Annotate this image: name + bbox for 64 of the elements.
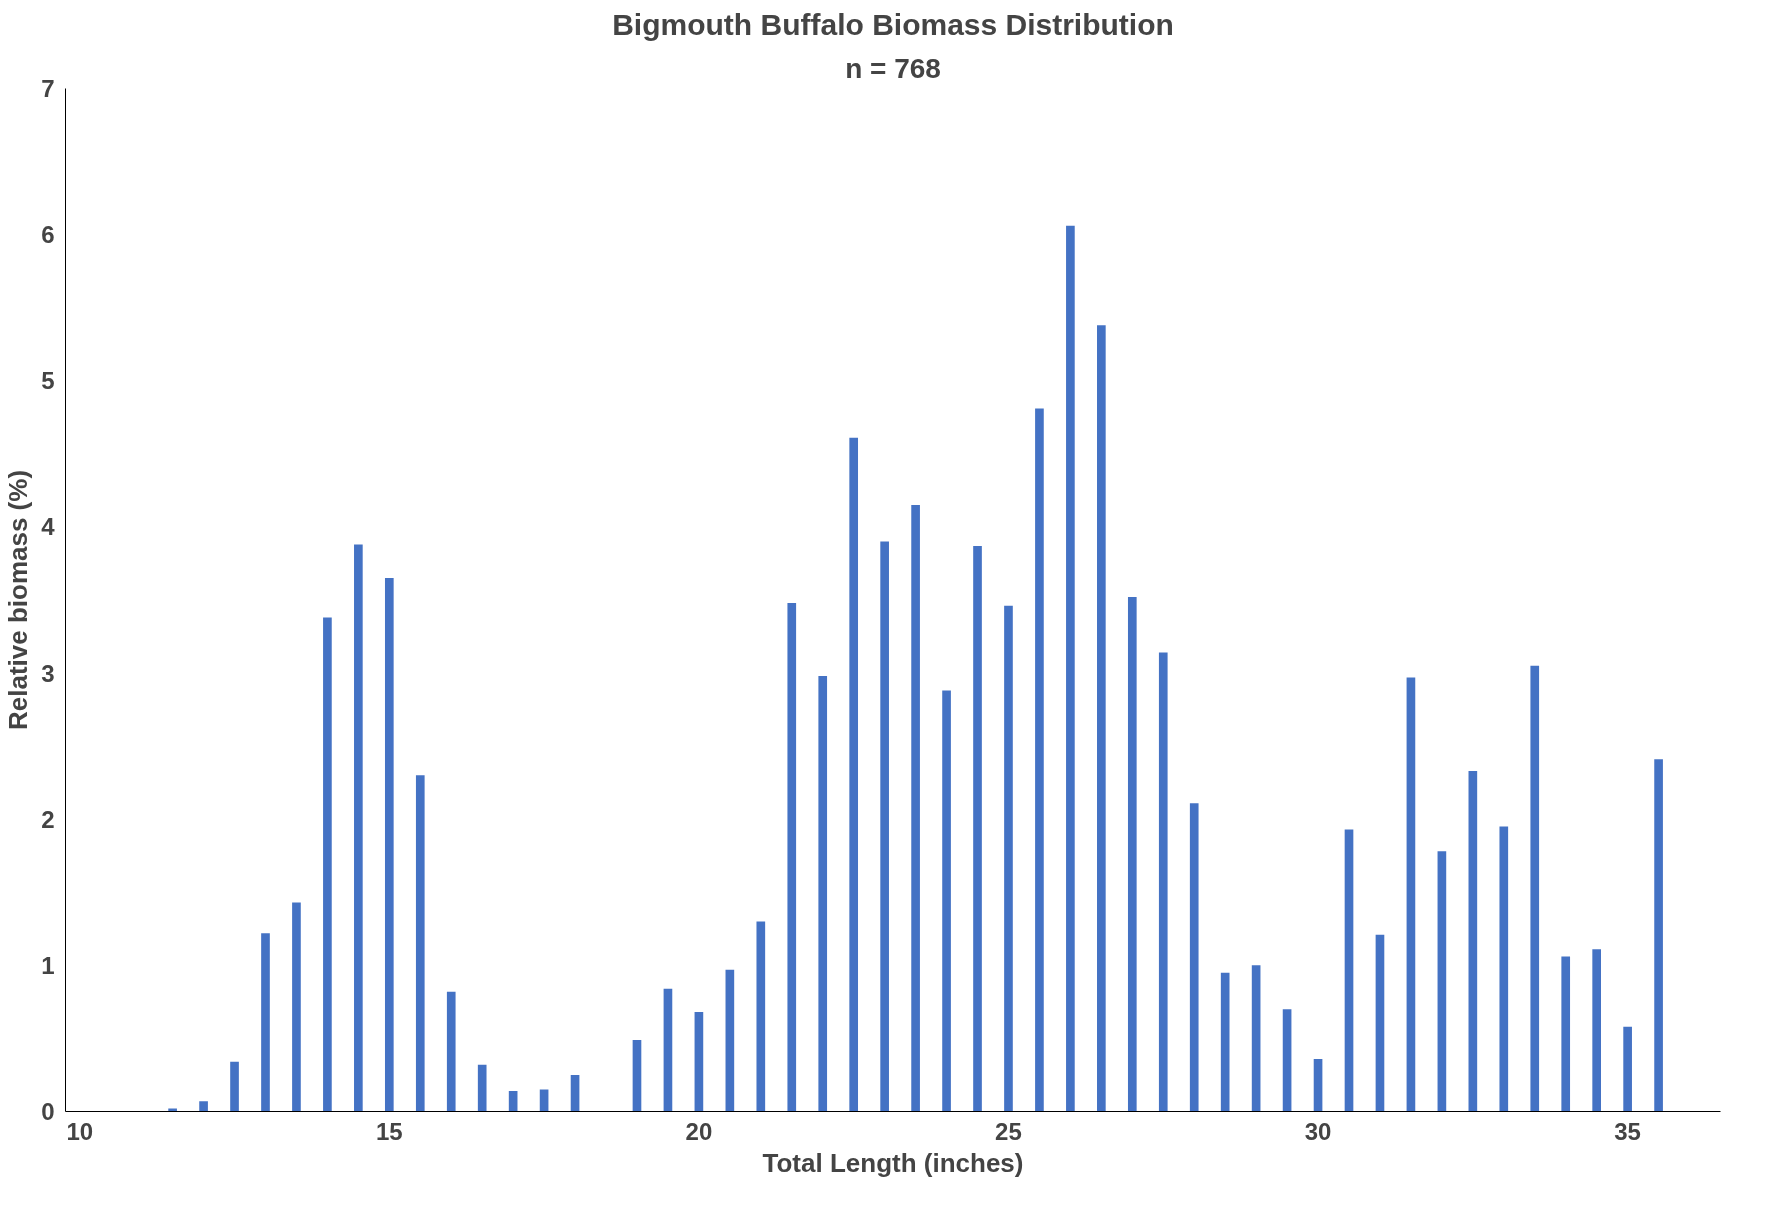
x-tick-label: 15 <box>375 1117 403 1145</box>
bar <box>973 545 982 1112</box>
chart-title: Bigmouth Buffalo Biomass Distribution <box>612 7 1174 41</box>
bar <box>632 1039 642 1112</box>
bar <box>942 690 951 1112</box>
bar <box>787 602 797 1112</box>
bar <box>663 988 673 1112</box>
bar <box>756 921 766 1112</box>
bar <box>1437 851 1447 1112</box>
bar <box>1251 965 1261 1112</box>
bar <box>508 1091 518 1112</box>
bar <box>1561 956 1571 1112</box>
bar <box>1344 829 1354 1112</box>
bar <box>415 775 425 1112</box>
bar <box>1530 665 1540 1112</box>
bar <box>880 541 889 1112</box>
bar <box>1499 826 1509 1112</box>
chart-subtitle: n = 768 <box>845 52 941 84</box>
bar <box>1592 949 1601 1112</box>
y-tick-label: 7 <box>41 75 55 102</box>
bar <box>1066 225 1075 1112</box>
bar <box>354 544 363 1112</box>
bar <box>199 1101 208 1112</box>
bar <box>261 933 270 1112</box>
x-tick-label: 10 <box>66 1117 94 1145</box>
bar <box>1189 803 1199 1112</box>
bar <box>1035 408 1044 1112</box>
bar <box>694 1012 704 1112</box>
bar <box>849 437 859 1112</box>
bar <box>725 969 735 1112</box>
bar <box>446 991 456 1112</box>
x-tick-label: 20 <box>685 1117 713 1145</box>
bar <box>1127 597 1137 1112</box>
y-tick-label: 4 <box>41 513 56 541</box>
bar <box>1004 605 1013 1112</box>
x-tick-label: 30 <box>1304 1117 1332 1145</box>
y-tick-label: 5 <box>41 367 55 395</box>
bar <box>570 1074 580 1112</box>
y-tick-label: 0 <box>41 1098 55 1125</box>
bar <box>323 617 332 1112</box>
y-axis-title: Relative biomass (%) <box>3 469 34 731</box>
y-tick-label: 3 <box>41 659 55 687</box>
bar <box>911 505 920 1112</box>
bar <box>230 1061 239 1112</box>
bar <box>1623 1026 1632 1112</box>
bar <box>477 1064 487 1112</box>
bar <box>1097 325 1106 1112</box>
bar <box>1220 972 1230 1112</box>
y-tick-label: 2 <box>41 805 55 833</box>
bar <box>818 675 828 1112</box>
bar <box>1406 677 1416 1112</box>
bar <box>384 578 394 1112</box>
y-tick-label: 6 <box>41 221 55 249</box>
bar <box>1654 759 1663 1112</box>
x-axis-title: Total Length (inches) <box>762 1147 1024 1178</box>
bar <box>1158 652 1168 1112</box>
bar <box>1282 1009 1292 1112</box>
x-tick-label: 35 <box>1614 1117 1641 1145</box>
x-tick-label: 25 <box>995 1117 1022 1145</box>
y-tick-label: 1 <box>41 951 55 979</box>
bar <box>292 902 301 1112</box>
bar <box>1468 770 1478 1112</box>
bar <box>1375 934 1385 1112</box>
bar <box>1313 1058 1323 1112</box>
